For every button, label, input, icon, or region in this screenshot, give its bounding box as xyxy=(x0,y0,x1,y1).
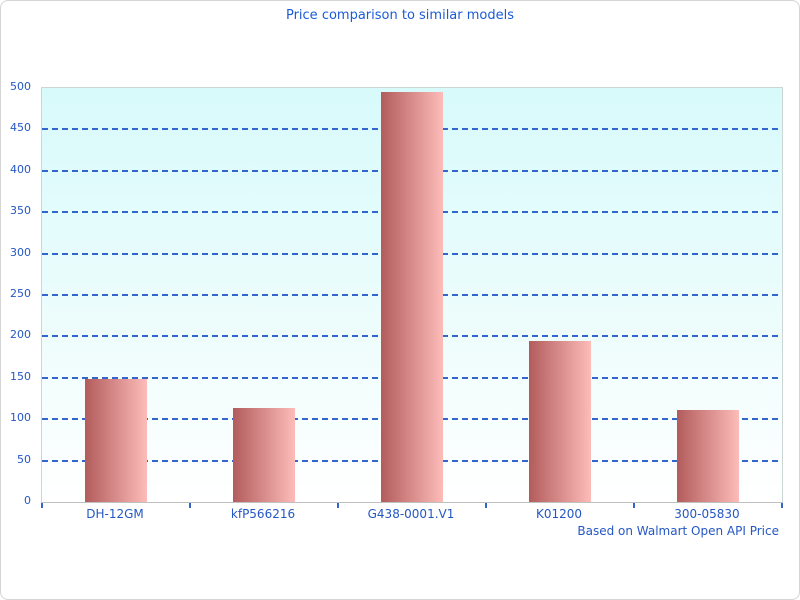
y-axis-tick-label: 400 xyxy=(10,162,31,176)
bar-300-05830 xyxy=(677,410,739,502)
x-axis-category-label: kfP566216 xyxy=(230,507,296,521)
y-axis: 0 50 100 150 200 250 300 350 400 450 500 xyxy=(1,80,35,507)
x-axis-tick xyxy=(485,503,487,508)
chart-title: Price comparison to similar models xyxy=(285,8,515,23)
bar-DH-12GM xyxy=(85,379,147,502)
y-axis-tick-label: 50 xyxy=(17,452,31,466)
bar-kfP566216 xyxy=(233,408,295,502)
x-axis-tick xyxy=(781,503,783,508)
y-axis-tick-label: 300 xyxy=(10,245,31,259)
x-axis: DH-12GM kfP566216 G438-0001.V1 K01200 300-05… xyxy=(41,507,781,525)
x-axis-tick xyxy=(41,503,43,508)
bar-G438-0001.V1 xyxy=(381,92,443,502)
x-axis-category-label: 300-05830 xyxy=(674,507,740,521)
x-axis-category-label: DH-12GM xyxy=(86,507,144,521)
x-axis-tick xyxy=(337,503,339,508)
y-axis-tick-label: 450 xyxy=(10,121,31,135)
y-axis-tick-label: 350 xyxy=(10,204,31,218)
x-axis-category-label: G438-0001.V1 xyxy=(367,507,455,521)
x-axis-tick xyxy=(189,503,191,508)
y-axis-tick-label: 250 xyxy=(10,287,31,300)
y-axis-tick-label: 200 xyxy=(10,328,31,342)
chart-footer-caption: Based on Walmart Open API Price xyxy=(577,524,779,538)
y-axis-tick-label: 500 xyxy=(10,80,31,93)
x-axis-category-label: K01200 xyxy=(535,507,583,521)
x-axis-tick xyxy=(633,503,635,508)
y-axis-tick-label: 100 xyxy=(10,411,31,425)
bar-K01200 xyxy=(529,341,591,502)
y-axis-tick-label: 150 xyxy=(10,369,31,383)
plot-area xyxy=(41,87,783,508)
y-axis-tick-label: 0 xyxy=(24,494,31,507)
